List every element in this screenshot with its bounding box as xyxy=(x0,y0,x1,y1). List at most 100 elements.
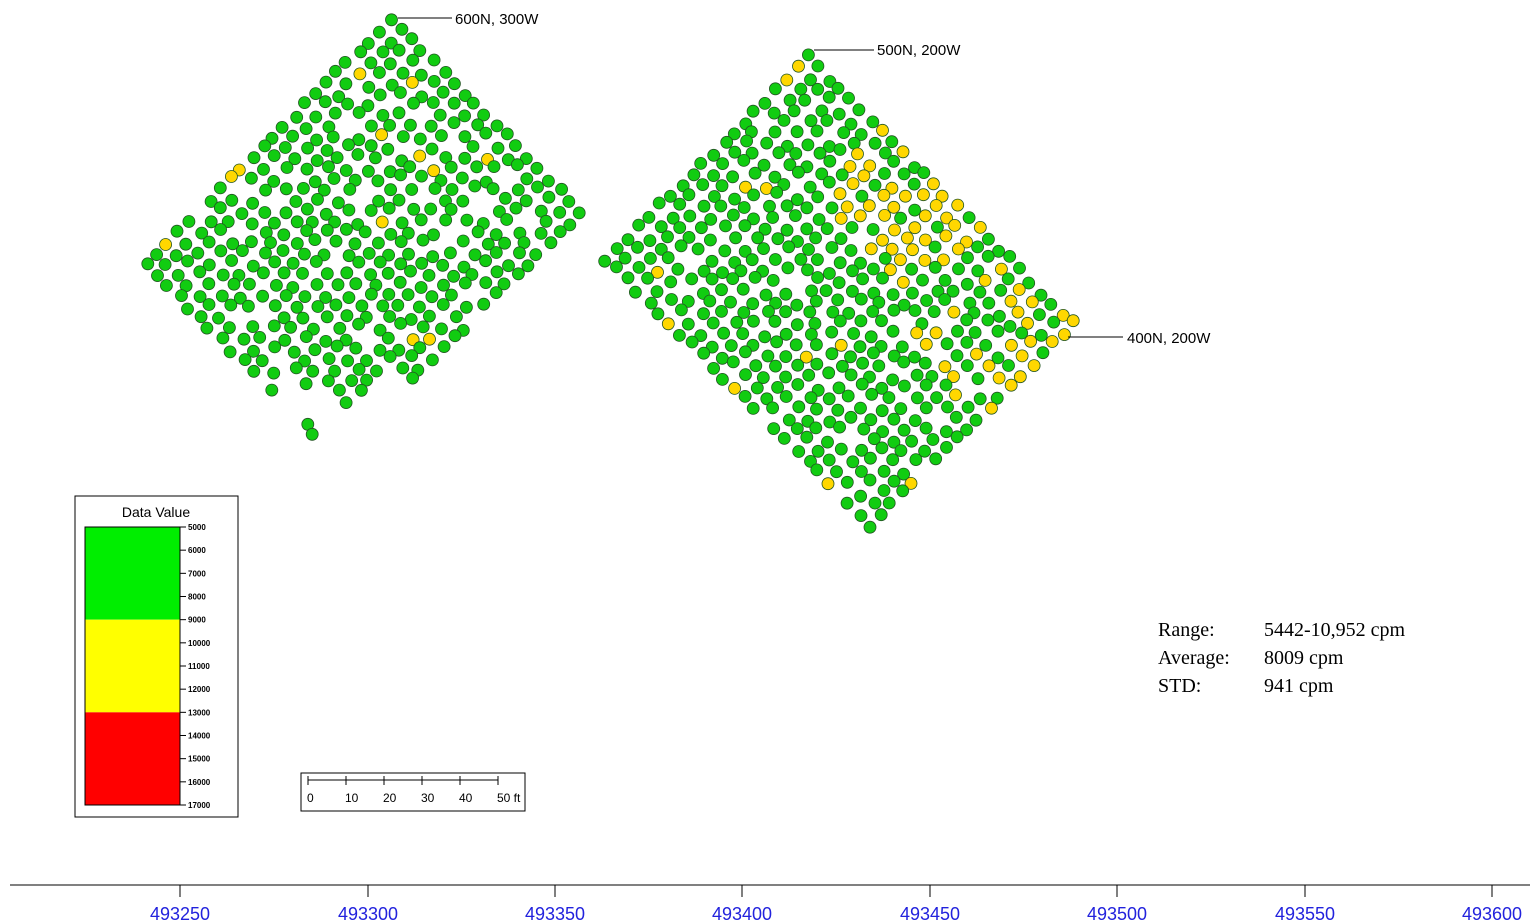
survey-point xyxy=(247,344,260,358)
survey-point xyxy=(427,164,441,178)
survey-point xyxy=(345,374,359,388)
survey-point xyxy=(841,389,855,403)
survey-point xyxy=(652,196,666,210)
survey-point xyxy=(1012,283,1026,296)
survey-point xyxy=(866,223,880,236)
survey-point xyxy=(311,300,325,313)
survey-point xyxy=(202,235,216,249)
survey-point xyxy=(404,264,417,278)
survey-point xyxy=(798,93,812,107)
survey-point xyxy=(392,43,406,57)
survey-point xyxy=(444,288,458,302)
survey-point xyxy=(468,179,482,193)
survey-point xyxy=(555,182,568,196)
survey-point xyxy=(1004,378,1018,392)
survey-point xyxy=(947,370,960,384)
survey-point xyxy=(791,358,805,372)
survey-point xyxy=(169,249,183,263)
survey-point xyxy=(392,343,406,357)
survey-point xyxy=(720,135,734,149)
survey-point xyxy=(150,248,164,262)
survey-point xyxy=(779,370,792,384)
survey-point xyxy=(394,316,408,330)
survey-point xyxy=(413,341,427,355)
survey-point xyxy=(401,288,415,302)
survey-point xyxy=(1022,276,1036,290)
survey-point xyxy=(919,378,933,392)
x-tick-label: 493250 xyxy=(150,904,210,924)
survey-point xyxy=(846,284,859,298)
survey-point xyxy=(792,445,806,458)
survey-point xyxy=(737,201,751,214)
survey-point xyxy=(831,81,845,95)
survey-point xyxy=(342,291,356,305)
survey-point xyxy=(728,381,741,395)
survey-point xyxy=(223,345,237,359)
survey-point xyxy=(969,413,983,427)
survey-point xyxy=(1034,288,1048,302)
survey-point xyxy=(853,340,867,354)
survey-point xyxy=(471,118,485,132)
callout-label: 500N, 200W xyxy=(877,42,961,59)
survey-point xyxy=(812,213,826,226)
color-legend: Data Value 5000 6000 7000 8000 9000 10000 1100… xyxy=(74,495,239,818)
survey-point xyxy=(412,300,426,314)
survey-point xyxy=(465,268,479,281)
survey-point xyxy=(804,391,818,405)
survey-point xyxy=(978,273,992,287)
survey-point xyxy=(780,199,794,213)
survey-point xyxy=(908,304,922,317)
survey-point xyxy=(479,254,493,268)
survey-point xyxy=(258,139,272,153)
survey-point xyxy=(863,473,877,487)
survey-point xyxy=(840,200,854,214)
survey-point xyxy=(348,237,362,251)
survey-point xyxy=(917,166,931,180)
survey-point xyxy=(352,106,366,119)
survey-points xyxy=(141,13,1080,534)
survey-point xyxy=(855,465,868,478)
survey-point xyxy=(423,332,436,346)
survey-point xyxy=(382,248,396,262)
survey-point xyxy=(661,230,674,244)
legend-tick-label: 15000 xyxy=(188,755,211,764)
survey-point xyxy=(403,118,417,132)
survey-point xyxy=(853,209,867,223)
scale-label: 50 ft xyxy=(497,791,521,805)
survey-point xyxy=(947,305,961,319)
legend-tick-label: 14000 xyxy=(188,732,211,741)
survey-point xyxy=(992,371,1006,385)
survey-point xyxy=(1056,308,1070,322)
survey-point xyxy=(553,205,567,219)
survey-point xyxy=(981,249,995,263)
survey-point xyxy=(769,296,782,310)
survey-point xyxy=(237,332,251,346)
survey-point xyxy=(267,216,281,230)
survey-point xyxy=(747,212,760,226)
survey-point xyxy=(674,239,688,253)
survey-point xyxy=(930,391,943,405)
survey-point xyxy=(802,368,816,382)
survey-point xyxy=(734,264,748,278)
survey-point xyxy=(897,423,911,437)
survey-point xyxy=(310,278,324,291)
survey-point xyxy=(886,453,900,467)
survey-point xyxy=(940,440,953,454)
survey-point xyxy=(832,381,846,395)
survey-point xyxy=(877,464,891,478)
survey-point xyxy=(253,330,267,344)
survey-point xyxy=(876,425,889,439)
legend-tick-label: 16000 xyxy=(188,778,211,787)
survey-point xyxy=(407,202,421,216)
survey-point xyxy=(769,82,782,96)
survey-point xyxy=(392,106,406,120)
survey-point xyxy=(833,187,847,201)
survey-point xyxy=(801,138,815,152)
survey-point xyxy=(715,179,729,193)
survey-point xyxy=(768,170,782,184)
survey-point xyxy=(427,75,441,88)
survey-point xyxy=(740,134,753,148)
survey-point xyxy=(328,106,342,120)
survey-point xyxy=(321,374,335,388)
survey-point xyxy=(810,124,824,138)
